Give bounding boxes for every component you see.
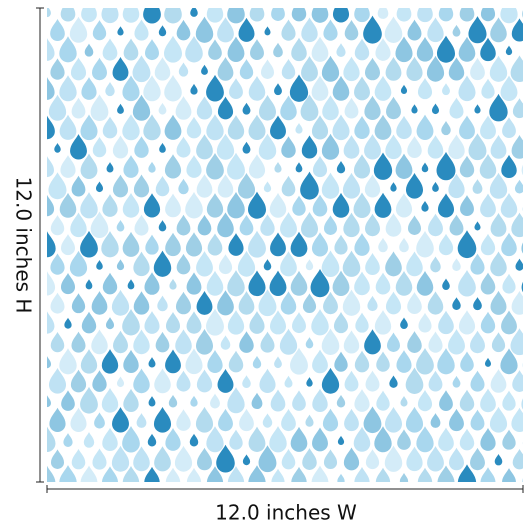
raindrop — [417, 8, 433, 23]
raindrop — [33, 65, 40, 75]
raindrop — [18, 389, 33, 412]
raindrop — [164, 504, 181, 530]
raindrop — [86, 514, 92, 524]
raindrop — [480, 8, 496, 22]
raindrop — [522, 194, 523, 217]
raindrop — [28, 329, 45, 355]
raindrop — [527, 123, 530, 134]
raindrop — [471, 488, 485, 509]
raindrop — [522, 428, 523, 451]
raindrop — [396, 8, 412, 22]
raindrop — [376, 508, 389, 528]
raindrop — [17, 504, 34, 530]
raindrop — [71, 487, 86, 510]
raindrop — [438, 8, 454, 22]
raindrop — [18, 76, 34, 100]
raindrop — [190, 8, 198, 17]
raindrop — [134, 487, 148, 509]
raindrop — [101, 8, 119, 24]
raindrop — [61, 507, 75, 528]
raindrop — [450, 488, 464, 509]
raindrop — [17, 0, 36, 24]
raindrop — [443, 514, 449, 524]
raindrop — [480, 505, 496, 530]
raindrop — [40, 506, 55, 528]
raindrop — [410, 491, 420, 505]
raindrop — [506, 514, 512, 524]
raindrop — [187, 507, 202, 529]
raindrop — [522, 8, 523, 23]
height-label: 12.0 inches H — [12, 177, 36, 314]
raindrop — [249, 8, 265, 22]
raindrop — [164, 8, 182, 24]
raindrop — [369, 493, 376, 504]
raindrop — [17, 153, 35, 180]
raindrop — [60, 8, 76, 22]
height-bracket — [36, 7, 44, 483]
raindrop — [143, 8, 161, 24]
raindrop — [102, 505, 119, 530]
width-label: 12.0 inches W — [215, 501, 357, 525]
raindrop — [377, 8, 389, 19]
raindrop — [124, 508, 137, 528]
raindrop — [311, 8, 329, 23]
raindrop — [21, 121, 31, 135]
raindrop — [17, 36, 35, 63]
raindrop — [521, 505, 530, 530]
raindrop — [19, 352, 32, 372]
raindrop — [145, 507, 160, 529]
raindrop — [522, 350, 523, 373]
raindrop — [206, 8, 224, 23]
raindrop — [156, 488, 169, 508]
raindrop — [227, 8, 245, 24]
raindrop — [500, 8, 518, 24]
raindrop — [28, 95, 45, 120]
raindrop — [197, 487, 211, 508]
raindrop — [30, 449, 44, 469]
raindrop — [47, 8, 51, 18]
raindrop — [29, 19, 43, 40]
raindrop — [31, 491, 41, 507]
raindrop — [50, 486, 66, 510]
raindrop — [29, 136, 44, 158]
raindrop — [513, 488, 526, 508]
raindrop — [332, 8, 350, 23]
raindrop — [122, 8, 140, 23]
raindrop — [18, 311, 33, 334]
raindrop — [271, 8, 285, 21]
raindrop — [291, 8, 307, 22]
raindrop — [22, 434, 30, 446]
raindrop — [523, 79, 530, 99]
raindrop — [459, 8, 475, 22]
raindrop — [354, 8, 370, 23]
raindrop — [523, 312, 530, 333]
raindrop — [29, 409, 44, 431]
raindrop — [386, 487, 400, 509]
raindrop — [417, 506, 432, 529]
raindrop — [462, 511, 472, 526]
raindrop — [22, 472, 31, 485]
raindrop — [400, 512, 408, 524]
width-bracket — [46, 485, 524, 493]
raindrop — [492, 488, 506, 508]
raindrop — [81, 8, 97, 23]
